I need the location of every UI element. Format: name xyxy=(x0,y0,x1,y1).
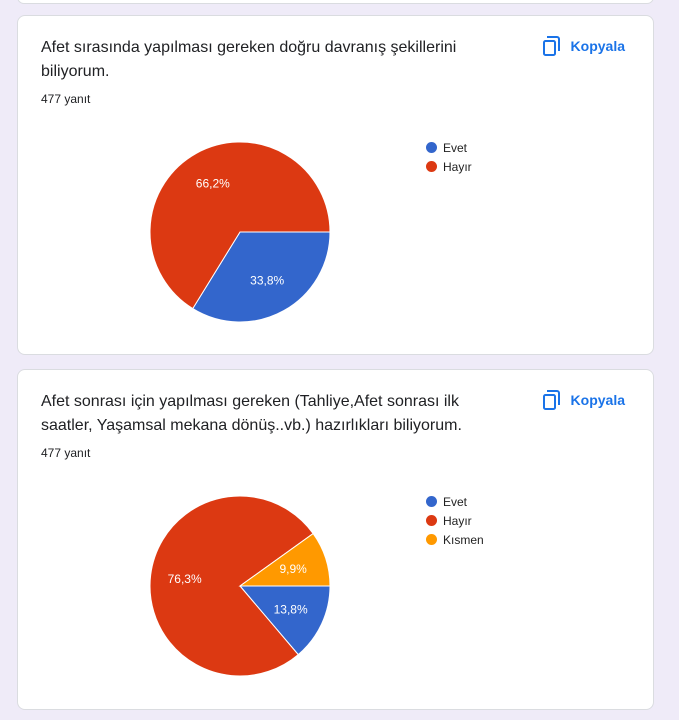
slice-label: 66,2% xyxy=(196,176,230,190)
legend-dot-icon xyxy=(426,161,437,172)
slice-label: 13,8% xyxy=(274,602,308,616)
legend-dot-icon xyxy=(426,534,437,545)
question-card-2: Afet sonrası için yapılması gereken (Tah… xyxy=(17,369,654,710)
question-title: Afet sonrası için yapılması gereken (Tah… xyxy=(41,393,462,434)
slice-label: 9,9% xyxy=(279,562,307,576)
pie-slice-hayır xyxy=(149,495,314,677)
legend-label: Kısmen xyxy=(443,532,484,547)
slice-label: 33,8% xyxy=(250,274,284,288)
response-count: 477 yanıt xyxy=(41,92,91,106)
question-title: Afet sırasında yapılması gereken doğru d… xyxy=(41,39,457,80)
slice-label: 76,3% xyxy=(168,572,202,586)
legend-item: Evet xyxy=(426,138,472,157)
copy-label: Kopyala xyxy=(570,38,625,54)
legend-label: Hayır xyxy=(443,513,472,528)
pie-slice-kısmen xyxy=(238,532,331,587)
pie-slice-hayır xyxy=(149,141,331,310)
legend-label: Evet xyxy=(443,494,468,509)
copy-label: Kopyala xyxy=(570,392,625,408)
legend-item: Hayır xyxy=(426,511,484,530)
pie-slice-evet xyxy=(192,231,331,323)
legend-dot-icon xyxy=(426,142,437,153)
legend-item: Evet xyxy=(426,492,484,511)
legend-label: Evet xyxy=(443,140,468,155)
legend: Evet Hayır Kısmen xyxy=(426,492,484,549)
copy-icon xyxy=(542,36,560,56)
legend: Evet Hayır xyxy=(426,138,472,176)
legend-item: Kısmen xyxy=(426,530,484,549)
question-card-1: Afet sırasında yapılması gereken doğru d… xyxy=(17,15,654,355)
pie-slice-evet xyxy=(238,585,331,656)
legend-item: Hayır xyxy=(426,157,472,176)
pie-chart: 33,8% 66,2% xyxy=(149,141,331,323)
legend-dot-icon xyxy=(426,515,437,526)
legend-dot-icon xyxy=(426,496,437,507)
copy-button[interactable]: Kopyala xyxy=(542,390,625,410)
copy-button[interactable]: Kopyala xyxy=(542,36,625,56)
pie-chart: 13,8% 76,3% 9,9% xyxy=(149,495,331,677)
response-count: 477 yanıt xyxy=(41,446,91,460)
copy-icon xyxy=(542,390,560,410)
legend-label: Hayır xyxy=(443,159,472,174)
previous-card xyxy=(17,0,654,4)
